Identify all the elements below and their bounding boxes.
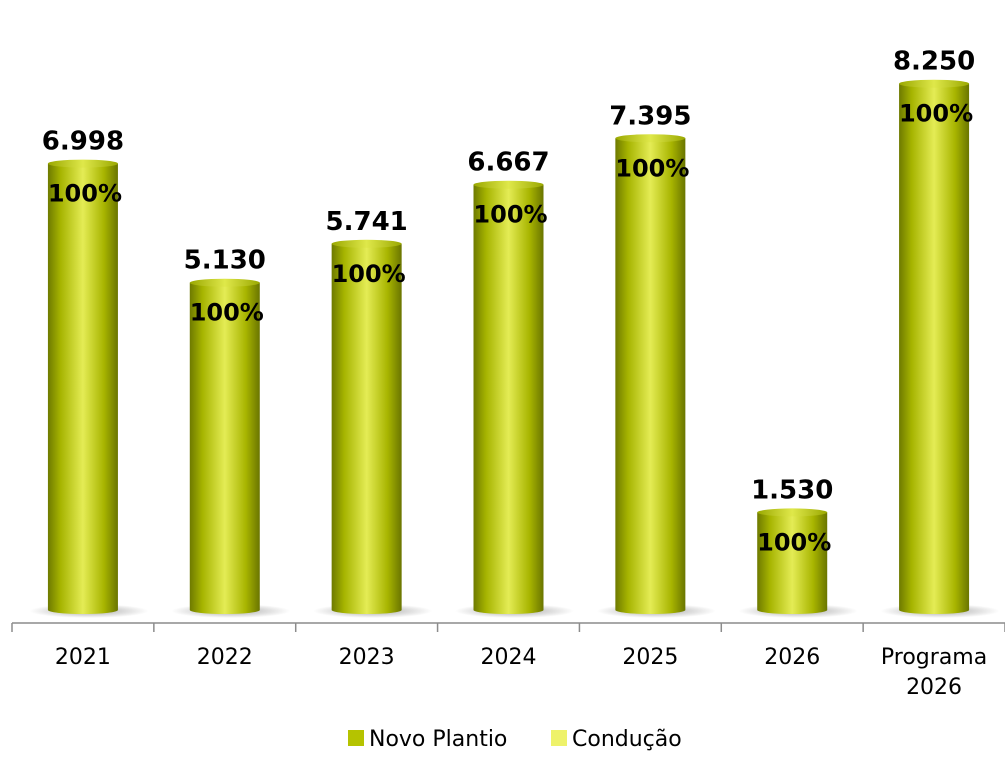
share-label: 100% (190, 299, 264, 327)
bar-0: 6.998 100% (29, 127, 149, 618)
bar-body (899, 83, 970, 614)
share-label: 100% (473, 201, 547, 229)
bar-top (899, 79, 970, 88)
value-label: 1.530 (751, 475, 833, 505)
category-label: 2022 (197, 645, 253, 670)
value-label: 7.395 (609, 101, 691, 131)
share-label: 100% (757, 528, 831, 556)
legend: Novo Plantio Condução (348, 727, 682, 752)
category-label: 2021 (55, 645, 111, 670)
legend-label: Condução (572, 727, 682, 752)
legend-item-1: Condução (551, 727, 682, 752)
bar-body (473, 184, 544, 614)
bar-body (757, 512, 828, 614)
bar-4: 7.395 100% (596, 101, 716, 618)
x-axis: 2021 2022 2023 2024 2025 2026 Programa 2026 (11, 622, 1005, 700)
bar-5: 1.530 100% (738, 475, 858, 618)
value-label: 6.667 (467, 148, 549, 178)
legend-swatch (348, 730, 364, 746)
value-label: 8.250 (893, 47, 975, 77)
share-label: 100% (332, 260, 406, 288)
category-label: 2023 (339, 645, 395, 670)
bar-1: 5.130 100% (171, 246, 291, 618)
value-label: 5.130 (184, 246, 266, 276)
share-label: 100% (48, 180, 122, 208)
bar-body (47, 163, 118, 614)
bar-top (331, 239, 402, 248)
legend-item-0: Novo Plantio (348, 727, 507, 752)
category-label: 2025 (622, 645, 678, 670)
category-label: 2026 (764, 645, 820, 670)
bar-top (615, 134, 686, 143)
legend-label: Novo Plantio (369, 727, 507, 752)
category-label: Programa 2026 (881, 645, 987, 700)
bars-layer: 6.998100%5.130100%5.741100%6.667100%7.39… (29, 47, 1000, 618)
share-label: 100% (615, 154, 689, 182)
share-label: 100% (899, 100, 973, 128)
value-label: 5.741 (326, 207, 408, 237)
bar-top (189, 278, 260, 287)
bar-2: 5.741 100% (313, 207, 433, 618)
legend-swatch (551, 730, 567, 746)
bar-body (189, 282, 260, 614)
value-label: 6.998 (42, 127, 124, 157)
bar-3: 6.667 100% (455, 148, 574, 618)
bar-top (473, 180, 544, 189)
category-label: 2024 (481, 645, 537, 670)
bar-top (47, 159, 118, 168)
bar-6: 8.250 100% (880, 47, 1000, 618)
bar-top (757, 508, 828, 517)
bar-body (615, 138, 686, 614)
bar-body (331, 243, 402, 614)
